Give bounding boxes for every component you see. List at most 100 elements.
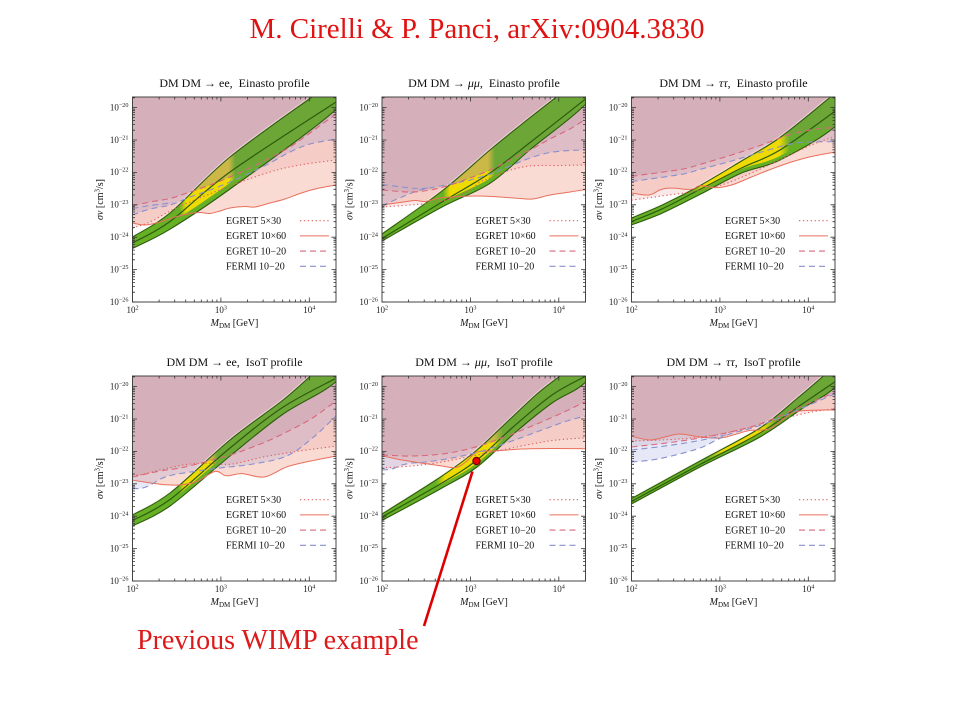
svg-text:MDM [GeV]: MDM [GeV] <box>459 597 508 609</box>
svg-text:EGRET 10−20: EGRET 10−20 <box>226 246 286 257</box>
svg-text:EGRET 10×60: EGRET 10×60 <box>476 510 536 521</box>
svg-text:EGRET 5×30: EGRET 5×30 <box>476 216 531 227</box>
svg-text:EGRET 5×30: EGRET 5×30 <box>725 495 780 506</box>
svg-text:103: 103 <box>464 584 476 595</box>
svg-text:EGRET 10×60: EGRET 10×60 <box>725 231 785 242</box>
svg-text:10−25: 10−25 <box>110 264 129 275</box>
svg-text:10−24: 10−24 <box>609 232 628 243</box>
svg-text:FERMI 10−20: FERMI 10−20 <box>476 541 535 552</box>
svg-text:FERMI 10−20: FERMI 10−20 <box>725 262 784 273</box>
svg-text:10−22: 10−22 <box>609 167 628 178</box>
svg-text:10−26: 10−26 <box>359 296 378 307</box>
svg-text:10−20: 10−20 <box>609 102 628 113</box>
svg-text:10−24: 10−24 <box>110 232 129 243</box>
svg-text:10−20: 10−20 <box>110 102 129 113</box>
svg-text:10−24: 10−24 <box>110 511 129 522</box>
svg-text:FERMI 10−20: FERMI 10−20 <box>226 262 285 273</box>
svg-text:10−25: 10−25 <box>609 543 628 554</box>
svg-text:DM DM → ee, IsoT profile: DM DM → ee, IsoT profile <box>166 355 302 369</box>
svg-text:103: 103 <box>215 584 227 595</box>
svg-text:10−22: 10−22 <box>359 167 378 178</box>
svg-text:FERMI 10−20: FERMI 10−20 <box>476 262 535 273</box>
svg-text:103: 103 <box>714 584 726 595</box>
svg-text:10−25: 10−25 <box>110 543 129 554</box>
svg-text:σv [cm3/s]: σv [cm3/s] <box>343 179 356 220</box>
svg-text:10−22: 10−22 <box>609 446 628 457</box>
svg-text:104: 104 <box>553 305 565 316</box>
svg-text:DM DM → ee, Einasto profile: DM DM → ee, Einasto profile <box>159 76 309 90</box>
svg-text:103: 103 <box>464 305 476 316</box>
svg-text:MDM [GeV]: MDM [GeV] <box>709 597 758 609</box>
svg-text:EGRET 10×60: EGRET 10×60 <box>725 510 785 521</box>
svg-text:σv [cm3/s]: σv [cm3/s] <box>94 458 107 499</box>
svg-text:10−21: 10−21 <box>609 134 628 145</box>
svg-text:σv [cm3/s]: σv [cm3/s] <box>593 179 606 220</box>
svg-text:EGRET 5×30: EGRET 5×30 <box>226 495 281 506</box>
svg-text:EGRET 10×60: EGRET 10×60 <box>226 510 286 521</box>
svg-text:103: 103 <box>215 305 227 316</box>
svg-text:10−20: 10−20 <box>359 102 378 113</box>
svg-text:EGRET 10×60: EGRET 10×60 <box>226 231 286 242</box>
svg-text:EGRET 10−20: EGRET 10−20 <box>725 246 785 257</box>
svg-text:MDM [GeV]: MDM [GeV] <box>210 318 259 330</box>
svg-text:EGRET 10−20: EGRET 10−20 <box>725 525 785 536</box>
svg-text:10−22: 10−22 <box>110 167 129 178</box>
svg-text:FERMI 10−20: FERMI 10−20 <box>725 541 784 552</box>
svg-text:M. Cirelli & P. Panci, arXiv:0: M. Cirelli & P. Panci, arXiv:0904.3830 <box>249 13 704 45</box>
svg-text:EGRET 10−20: EGRET 10−20 <box>226 525 286 536</box>
svg-text:10−24: 10−24 <box>359 511 378 522</box>
svg-text:10−23: 10−23 <box>609 478 628 489</box>
svg-text:EGRET 5×30: EGRET 5×30 <box>226 216 281 227</box>
svg-text:EGRET 10−20: EGRET 10−20 <box>476 246 536 257</box>
svg-text:104: 104 <box>553 584 565 595</box>
svg-text:σv [cm3/s]: σv [cm3/s] <box>343 458 356 499</box>
svg-text:10−25: 10−25 <box>359 543 378 554</box>
svg-text:MDM [GeV]: MDM [GeV] <box>210 597 259 609</box>
svg-text:10−25: 10−25 <box>609 264 628 275</box>
svg-text:FERMI 10−20: FERMI 10−20 <box>226 541 285 552</box>
svg-text:10−23: 10−23 <box>359 199 378 210</box>
svg-text:DM DM → ττ, IsoT profile: DM DM → ττ, IsoT profile <box>666 355 800 369</box>
svg-text:10−22: 10−22 <box>359 446 378 457</box>
svg-text:10−26: 10−26 <box>359 575 378 586</box>
svg-text:104: 104 <box>303 584 315 595</box>
svg-text:10−23: 10−23 <box>110 199 129 210</box>
svg-text:10−24: 10−24 <box>359 232 378 243</box>
svg-text:10−24: 10−24 <box>609 511 628 522</box>
svg-text:10−20: 10−20 <box>609 381 628 392</box>
svg-text:104: 104 <box>802 584 814 595</box>
svg-text:10−23: 10−23 <box>609 199 628 210</box>
svg-text:10−21: 10−21 <box>609 413 628 424</box>
svg-text:EGRET 10−20: EGRET 10−20 <box>476 525 536 536</box>
svg-text:DM DM → μμ, Einasto profile: DM DM → μμ, Einasto profile <box>408 76 560 90</box>
svg-text:EGRET 5×30: EGRET 5×30 <box>725 216 780 227</box>
svg-text:10−23: 10−23 <box>110 478 129 489</box>
svg-text:102: 102 <box>126 584 138 595</box>
svg-text:10−20: 10−20 <box>110 381 129 392</box>
svg-text:10−26: 10−26 <box>609 575 628 586</box>
svg-text:10−26: 10−26 <box>110 296 129 307</box>
svg-text:EGRET 10×60: EGRET 10×60 <box>476 231 536 242</box>
svg-text:10−21: 10−21 <box>359 413 378 424</box>
svg-text:102: 102 <box>376 584 388 595</box>
svg-text:104: 104 <box>802 305 814 316</box>
svg-text:10−20: 10−20 <box>359 381 378 392</box>
svg-text:EGRET 5×30: EGRET 5×30 <box>476 495 531 506</box>
svg-text:103: 103 <box>714 305 726 316</box>
svg-text:MDM [GeV]: MDM [GeV] <box>709 318 758 330</box>
svg-text:DM DM → μμ, IsoT profile: DM DM → μμ, IsoT profile <box>415 355 552 369</box>
svg-text:10−21: 10−21 <box>110 413 129 424</box>
svg-text:10−23: 10−23 <box>359 478 378 489</box>
svg-text:102: 102 <box>126 305 138 316</box>
svg-text:10−25: 10−25 <box>359 264 378 275</box>
svg-text:10−21: 10−21 <box>359 134 378 145</box>
svg-text:104: 104 <box>303 305 315 316</box>
svg-text:10−26: 10−26 <box>609 296 628 307</box>
svg-text:10−21: 10−21 <box>110 134 129 145</box>
svg-text:Previous WIMP example: Previous WIMP example <box>137 625 419 656</box>
svg-text:σv [cm3/s]: σv [cm3/s] <box>593 458 606 499</box>
svg-text:10−22: 10−22 <box>110 446 129 457</box>
svg-text:102: 102 <box>625 584 637 595</box>
svg-text:10−26: 10−26 <box>110 575 129 586</box>
svg-text:σv [cm3/s]: σv [cm3/s] <box>94 179 107 220</box>
